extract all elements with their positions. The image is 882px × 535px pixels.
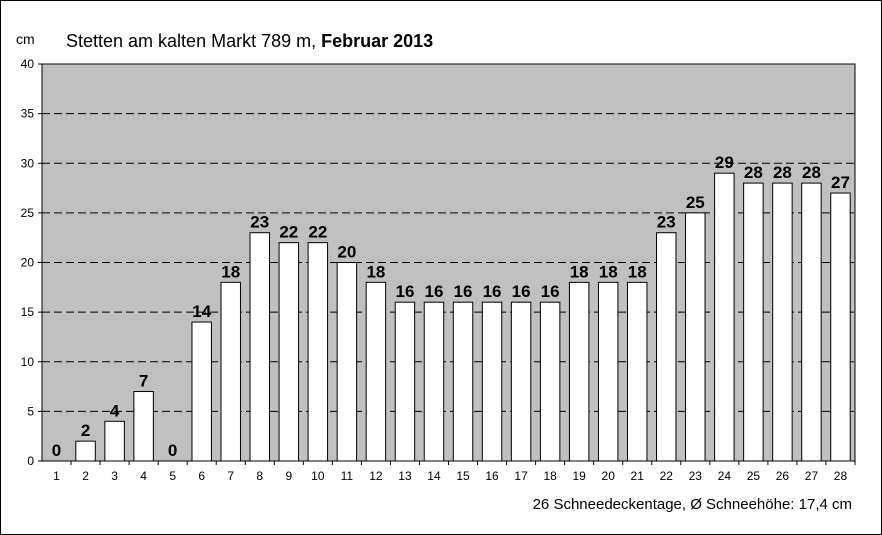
- bar-day-25: [743, 182, 764, 462]
- bar-day-26: [772, 182, 793, 462]
- x-tick-label: 26: [776, 469, 790, 483]
- bar-day-12: [365, 281, 387, 462]
- data-label-day-26: 28: [773, 163, 792, 182]
- x-tick-label: 12: [369, 469, 383, 483]
- data-label-day-14: 16: [425, 282, 444, 301]
- bar-day-19: [568, 281, 590, 462]
- data-label-day-5: 0: [168, 441, 177, 460]
- x-tick-label: 1: [53, 469, 60, 483]
- snow-summary: 26 Schneedeckentage, Ø Schneehöhe: 17,4 …: [532, 496, 852, 513]
- bar-day-3: [104, 420, 125, 462]
- bar-day-11: [336, 262, 358, 462]
- data-label-day-27: 28: [802, 163, 821, 182]
- data-label-day-4: 7: [139, 372, 148, 391]
- data-label-day-10: 22: [308, 223, 327, 242]
- x-tick-label: 3: [111, 469, 118, 483]
- x-tick-label: 19: [572, 469, 586, 483]
- x-tick-label: 21: [631, 469, 645, 483]
- x-tick-label: 11: [341, 469, 354, 483]
- y-tick-label: 30: [21, 156, 35, 170]
- y-tick-label: 0: [27, 454, 34, 468]
- x-tick-label: 20: [602, 469, 616, 483]
- y-tick-label: 25: [21, 206, 35, 220]
- data-label-day-2: 2: [81, 421, 90, 440]
- bar-day-10: [307, 242, 329, 462]
- bar-day-14: [423, 301, 445, 462]
- bar-day-9: [278, 242, 300, 462]
- x-tick-label: 5: [169, 469, 176, 483]
- y-axis-unit: cm: [16, 31, 35, 47]
- bar-day-17: [510, 301, 532, 462]
- data-label-day-9: 22: [279, 223, 298, 242]
- data-label-day-6: 14: [192, 302, 211, 321]
- x-tick-label: 18: [543, 469, 557, 483]
- x-tick-label: 2: [82, 469, 89, 483]
- chart-title-period: Februar 2013: [321, 31, 434, 51]
- data-label-day-19: 18: [570, 262, 589, 281]
- x-tick-label: 22: [660, 469, 674, 483]
- y-tick-label: 35: [21, 107, 35, 121]
- data-label-day-22: 23: [657, 213, 676, 232]
- data-label-day-24: 29: [715, 153, 734, 172]
- data-label-day-3: 4: [110, 401, 120, 420]
- bar-day-8: [249, 232, 270, 462]
- data-label-day-8: 23: [250, 213, 269, 232]
- x-tick-label: 4: [140, 469, 147, 483]
- data-label-day-13: 16: [395, 282, 414, 301]
- x-tick-label: 27: [805, 469, 819, 483]
- bar-day-2: [75, 440, 96, 462]
- data-label-day-18: 16: [541, 282, 560, 301]
- data-label-day-21: 18: [628, 262, 647, 281]
- x-tick-label: 16: [485, 469, 499, 483]
- bar-day-28: [830, 192, 851, 462]
- x-tick-label: 24: [718, 469, 732, 483]
- chart-title-location: Stetten am kalten Markt 789 m,: [66, 31, 322, 51]
- bar-day-20: [597, 281, 619, 462]
- data-label-day-28: 27: [831, 173, 850, 192]
- y-tick-label: 5: [27, 404, 34, 418]
- bar-day-18: [539, 301, 561, 462]
- data-label-day-20: 18: [599, 262, 618, 281]
- x-tick-label: 28: [834, 469, 848, 483]
- data-label-day-1: 0: [52, 441, 61, 460]
- x-tick-label: 15: [456, 469, 470, 483]
- bar-day-7: [220, 281, 241, 462]
- bar-day-16: [481, 301, 503, 462]
- x-tick-label: 6: [198, 469, 205, 483]
- bar-day-6: [191, 321, 212, 462]
- bar-day-15: [452, 301, 474, 462]
- chart-title: Stetten am kalten Markt 789 m, Februar 2…: [66, 31, 433, 52]
- x-tick-label: 9: [285, 469, 292, 483]
- data-label-day-11: 20: [337, 243, 356, 262]
- x-tick-label: 25: [747, 469, 761, 483]
- bar-day-4: [133, 391, 154, 462]
- x-tick-label: 13: [398, 469, 412, 483]
- data-label-day-7: 18: [221, 262, 240, 281]
- data-label-day-17: 16: [512, 282, 531, 301]
- x-tick-label: 17: [514, 469, 528, 483]
- bar-day-21: [627, 281, 648, 462]
- x-tick-label: 14: [427, 469, 441, 483]
- data-label-day-25: 28: [744, 163, 763, 182]
- data-label-day-16: 16: [483, 282, 502, 301]
- data-label-day-12: 18: [366, 262, 385, 281]
- y-tick-label: 40: [21, 57, 35, 71]
- bar-day-13: [394, 301, 416, 462]
- x-tick-label: 10: [311, 469, 325, 483]
- x-tick-label: 23: [689, 469, 703, 483]
- bar-day-23: [685, 212, 706, 462]
- x-tick-label: 8: [256, 469, 263, 483]
- y-tick-label: 10: [21, 355, 35, 369]
- bar-day-22: [656, 232, 677, 462]
- y-tick-label: 20: [21, 256, 35, 270]
- bar-day-27: [801, 182, 822, 462]
- data-label-day-15: 16: [454, 282, 473, 301]
- bar-day-24: [714, 172, 735, 462]
- data-label-day-23: 25: [686, 193, 705, 212]
- x-tick-label: 7: [227, 469, 234, 483]
- y-tick-label: 15: [21, 305, 35, 319]
